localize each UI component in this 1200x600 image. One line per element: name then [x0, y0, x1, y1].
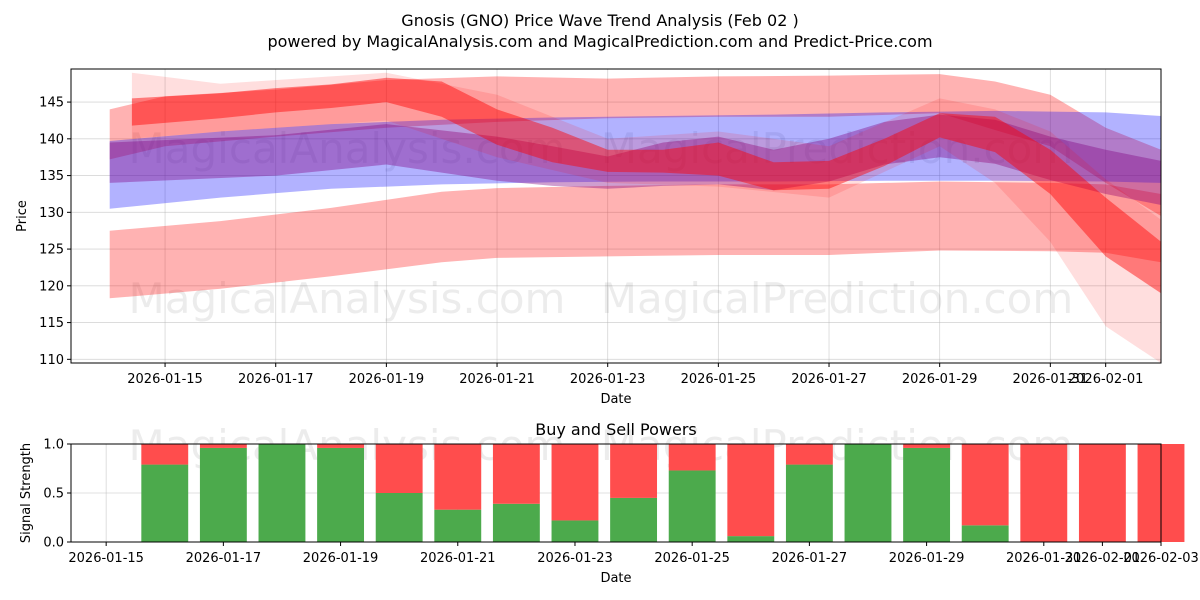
- price-x-tick-label: 2026-01-19: [349, 372, 425, 387]
- sell-bar: [668, 444, 716, 471]
- price-y-tick-label: 135: [39, 169, 64, 184]
- buy-bar: [727, 536, 775, 542]
- price-watermarks: MagicalAnalysis.com MagicalPrediction.co…: [129, 124, 1074, 323]
- band-red-wave-spread: [131, 72, 1161, 363]
- buy-bar: [375, 493, 423, 542]
- buy-bar: [199, 447, 247, 542]
- sell-bar: [610, 444, 658, 498]
- buy-bar: [961, 525, 1009, 542]
- price-x-tick-label: 2026-01-17: [238, 372, 314, 387]
- signal-y-tick-label: 0.0: [43, 536, 64, 551]
- signal-x-tick-label: 2026-01-19: [303, 551, 379, 566]
- signal-x-tick-label: 2026-02-03: [1123, 551, 1199, 566]
- signal-x-tick-label: 2026-01-27: [772, 551, 848, 566]
- sell-bar: [434, 444, 482, 510]
- price-y-tick-label: 120: [39, 279, 64, 294]
- band-blue-channel: [109, 110, 1162, 209]
- price-x-tick-label: 2026-01-15: [127, 372, 203, 387]
- buy-bar: [903, 447, 951, 542]
- buy-bar: [844, 444, 892, 542]
- buy-bar: [610, 497, 658, 542]
- signal-x-tick-label: 2026-01-21: [420, 551, 496, 566]
- price-bands: [109, 72, 1162, 363]
- signal-y-axis-label: Signal Strength: [19, 443, 34, 543]
- price-plot-frame: [70, 68, 1162, 364]
- signal-x-tick-label: 2026-01-15: [68, 551, 144, 566]
- price-x-ticks: 2026-01-15 2026-01-17 2026-01-19 2026-01-21…: [127, 363, 1143, 387]
- sell-bar: [199, 444, 247, 448]
- band-lower-envelope: [109, 181, 1162, 299]
- price-watermark-right: MagicalPrediction.com: [601, 124, 1074, 173]
- price-y-tick-label: 125: [39, 243, 64, 258]
- price-x-tick-label: 2026-01-23: [570, 372, 646, 387]
- sell-bar: [375, 444, 423, 493]
- price-y-axis-label: Price: [15, 200, 30, 232]
- signal-bars: [141, 444, 1185, 542]
- main-chart-title: Gnosis (GNO) Price Wave Trend Analysis (…: [401, 11, 798, 30]
- signal-x-axis-label: Date: [600, 571, 631, 586]
- price-x-axis-label: Date: [600, 392, 631, 407]
- buy-bar: [785, 464, 833, 542]
- signal-y-tick-label: 0.5: [43, 487, 64, 502]
- band-red-wave: [131, 77, 1161, 294]
- price-y-tick-label: 130: [39, 206, 64, 221]
- signal-chart-title: Buy and Sell Powers: [535, 420, 697, 439]
- buy-bar: [258, 444, 306, 542]
- buy-bar: [551, 520, 599, 542]
- sell-bar: [961, 444, 1009, 526]
- signal-x-tick-label: 2026-01-25: [654, 551, 730, 566]
- price-watermark-right-lower: MagicalPrediction.com: [601, 274, 1074, 323]
- buy-bar: [668, 470, 716, 542]
- sell-bar: [785, 444, 833, 465]
- price-y-tick-label: 110: [39, 353, 64, 368]
- price-x-tick-label: 2026-01-25: [681, 372, 757, 387]
- sell-bar: [727, 444, 775, 537]
- signal-x-tick-label: 2026-01-31: [1006, 551, 1082, 566]
- price-y-tick-label: 115: [39, 316, 64, 331]
- signal-x-tick-label: 2026-01-23: [537, 551, 613, 566]
- price-grid: [71, 69, 1161, 363]
- price-y-ticks: 110 115 120 125 130 135 140 145: [39, 96, 71, 368]
- main-chart-subtitle: powered by MagicalAnalysis.com and Magic…: [267, 32, 932, 51]
- sell-bar: [1020, 444, 1068, 542]
- signal-y-tick-label: 1.0: [43, 438, 64, 453]
- signal-chart: Buy and Sell Powers MagicalAnalysis.com …: [19, 420, 1199, 586]
- sell-bar: [1078, 444, 1126, 542]
- price-x-tick-label: 2026-01-31: [1013, 372, 1089, 387]
- price-y-tick-label: 140: [39, 132, 64, 147]
- signal-y-ticks: 0.0 0.5 1.0: [43, 438, 71, 551]
- signal-x-ticks: 2026-01-15 2026-01-17 2026-01-19 2026-01-21…: [68, 542, 1199, 566]
- band-purple-wave: [109, 114, 1162, 205]
- price-x-tick-label: 2026-01-27: [791, 372, 867, 387]
- price-watermark-left: MagicalAnalysis.com: [129, 124, 566, 173]
- buy-bar: [492, 503, 540, 542]
- buy-bar: [434, 509, 482, 542]
- sell-bar: [141, 444, 189, 465]
- band-upper-envelope: [109, 74, 1162, 216]
- price-x-tick-label: 2026-02-01: [1068, 372, 1144, 387]
- sell-bar: [492, 444, 540, 504]
- buy-bar: [141, 464, 189, 542]
- price-x-tick-label: 2026-01-29: [902, 372, 978, 387]
- price-chart: MagicalAnalysis.com MagicalPrediction.co…: [15, 68, 1162, 407]
- price-x-tick-label: 2026-01-21: [459, 372, 535, 387]
- sell-bar: [903, 444, 951, 448]
- signal-x-tick-label: 2026-02-01: [1065, 551, 1141, 566]
- sell-bar: [551, 444, 599, 521]
- signal-x-tick-label: 2026-01-29: [889, 551, 965, 566]
- price-y-tick-label: 145: [39, 96, 64, 111]
- price-watermark-left-lower: MagicalAnalysis.com: [129, 274, 566, 323]
- sell-bar: [317, 444, 365, 448]
- signal-x-tick-label: 2026-01-17: [186, 551, 262, 566]
- buy-bar: [317, 447, 365, 542]
